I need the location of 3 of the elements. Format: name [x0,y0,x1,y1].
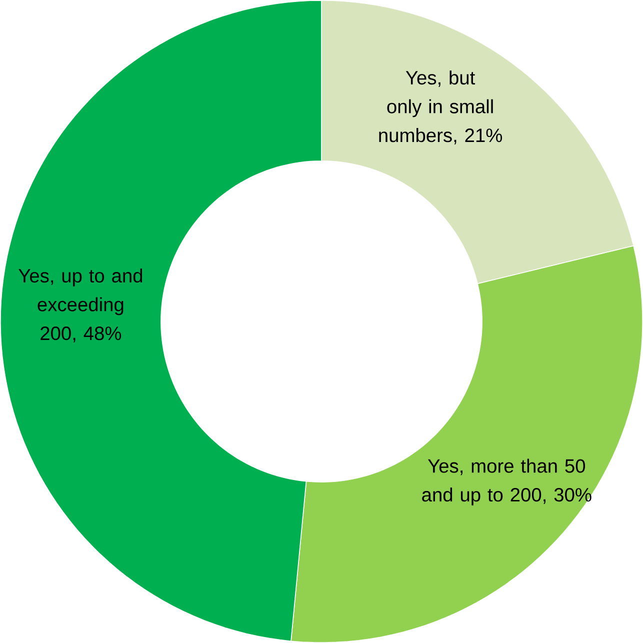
slice-label: Yes, up to and exceeding 200, 48% [18,268,142,342]
slice-label: Yes, but only in small numbers, 21% [379,70,502,144]
slice-label: Yes, more than 50 and up to 200, 30% [422,458,592,506]
